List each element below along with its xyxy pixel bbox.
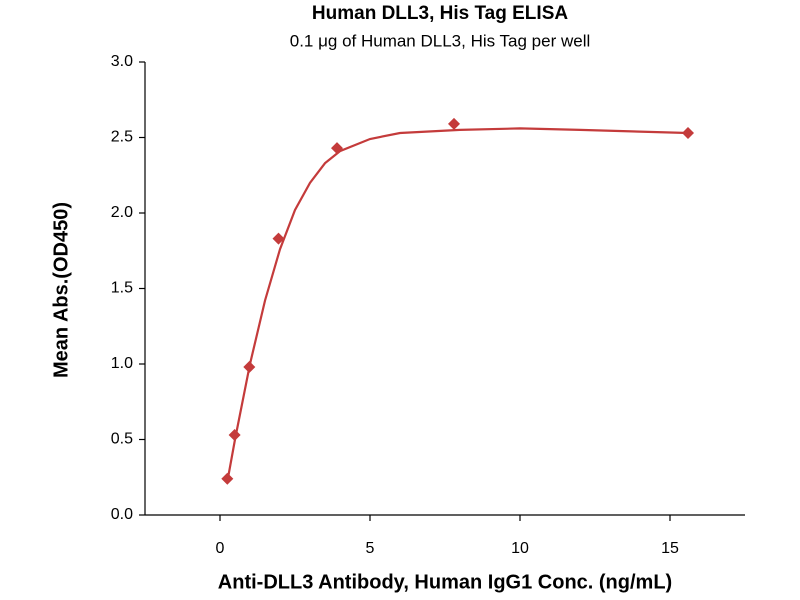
y-tick-label: 0.0: [111, 506, 133, 523]
data-point: [331, 142, 343, 155]
fit-curve: [226, 127, 689, 482]
x-tick-label: 10: [511, 540, 529, 557]
x-tick-label: 0: [216, 540, 225, 557]
y-axis-label: Mean Abs.(OD450): [50, 202, 72, 378]
data-point: [682, 126, 694, 139]
data-point: [221, 472, 234, 485]
data-point: [448, 117, 460, 130]
y-tick-label: 2.0: [111, 204, 133, 221]
data-point: [243, 361, 256, 374]
x-axis-label: Anti-DLL3 Antibody, Human IgG1 Conc. (ng…: [218, 571, 672, 593]
data-point: [228, 428, 241, 441]
x-tick-label: 15: [661, 540, 679, 557]
chart-title: Human DLL3, His Tag ELISA: [312, 3, 568, 24]
y-tick-label: 0.5: [111, 431, 133, 448]
y-tick-label: 3.0: [111, 53, 133, 70]
y-tick-label: 2.5: [111, 129, 133, 146]
chart-subtitle: 0.1 μg of Human DLL3, His Tag per well: [290, 31, 591, 50]
data-point: [272, 232, 285, 245]
x-tick-label: 5: [366, 540, 375, 557]
y-tick-label: 1.0: [111, 355, 133, 372]
y-tick-label: 1.5: [111, 280, 133, 297]
